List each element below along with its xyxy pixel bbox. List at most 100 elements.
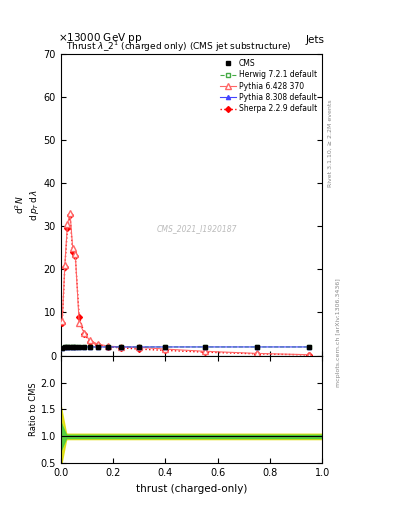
Pythia 8.308 default <box>65 344 70 350</box>
Herwig 7.2.1 default <box>137 344 142 350</box>
Sherpa 2.2.9 default <box>87 339 92 345</box>
Y-axis label: $\mathrm{d}^2N$
$\mathrm{d}\,p_T\,\mathrm{d}\,\lambda$: $\mathrm{d}^2N$ $\mathrm{d}\,p_T\,\mathr… <box>14 188 41 221</box>
Line: Herwig 7.2.1 default: Herwig 7.2.1 default <box>60 345 311 350</box>
Pythia 8.308 default <box>106 344 110 350</box>
Sherpa 2.2.9 default <box>77 314 82 320</box>
Text: CMS_2021_I1920187: CMS_2021_I1920187 <box>156 224 237 233</box>
Pythia 6.428 370 <box>137 344 142 350</box>
Herwig 7.2.1 default <box>68 344 72 350</box>
Herwig 7.2.1 default <box>87 344 92 350</box>
Pythia 6.428 370 <box>95 341 100 347</box>
Text: Jets: Jets <box>306 35 325 45</box>
CMS <box>70 344 75 350</box>
Pythia 6.428 370 <box>307 352 312 358</box>
CMS <box>77 344 82 350</box>
Herwig 7.2.1 default <box>73 344 78 350</box>
Pythia 6.428 370 <box>106 343 110 349</box>
CMS <box>119 344 123 350</box>
CMS <box>307 344 312 350</box>
Pythia 8.308 default <box>202 344 207 350</box>
Herwig 7.2.1 default <box>77 344 82 350</box>
Y-axis label: Ratio to CMS: Ratio to CMS <box>29 382 38 436</box>
Sherpa 2.2.9 default <box>68 212 72 219</box>
Pythia 6.428 370 <box>73 251 78 258</box>
CMS <box>73 344 78 350</box>
Pythia 8.308 default <box>137 344 142 350</box>
Sherpa 2.2.9 default <box>62 264 67 270</box>
CMS <box>106 344 110 350</box>
Pythia 6.428 370 <box>202 348 207 354</box>
Pythia 8.308 default <box>119 344 123 350</box>
CMS <box>60 345 64 351</box>
X-axis label: thrust (charged-only): thrust (charged-only) <box>136 484 247 494</box>
Sherpa 2.2.9 default <box>137 346 142 352</box>
Pythia 6.428 370 <box>119 344 123 350</box>
Herwig 7.2.1 default <box>106 344 110 350</box>
Pythia 8.308 default <box>70 344 75 350</box>
Sherpa 2.2.9 default <box>119 345 123 351</box>
CMS <box>82 344 87 350</box>
Sherpa 2.2.9 default <box>106 344 110 350</box>
Pythia 8.308 default <box>82 344 87 350</box>
Text: mcplots.cern.ch [arXiv:1306.3436]: mcplots.cern.ch [arXiv:1306.3436] <box>336 279 341 387</box>
Herwig 7.2.1 default <box>95 344 100 350</box>
Line: CMS: CMS <box>60 345 311 350</box>
Pythia 8.308 default <box>163 344 168 350</box>
Herwig 7.2.1 default <box>65 344 70 350</box>
Pythia 6.428 370 <box>70 245 75 251</box>
Line: Pythia 8.308 default: Pythia 8.308 default <box>60 345 311 350</box>
CMS <box>65 344 70 350</box>
Text: Thrust $\lambda\_2^1$ (charged only) (CMS jet substructure): Thrust $\lambda\_2^1$ (charged only) (CM… <box>66 39 292 54</box>
Sherpa 2.2.9 default <box>255 351 259 357</box>
Line: Pythia 6.428 370: Pythia 6.428 370 <box>59 210 312 357</box>
Sherpa 2.2.9 default <box>202 349 207 355</box>
CMS <box>87 344 92 350</box>
Sherpa 2.2.9 default <box>307 352 312 358</box>
CMS <box>202 344 207 350</box>
Pythia 8.308 default <box>68 344 72 350</box>
CMS <box>163 344 168 350</box>
Pythia 8.308 default <box>60 345 64 351</box>
CMS <box>137 344 142 350</box>
Herwig 7.2.1 default <box>62 344 67 350</box>
CMS <box>95 344 100 350</box>
Pythia 6.428 370 <box>87 337 92 344</box>
Pythia 8.308 default <box>307 344 312 350</box>
Sherpa 2.2.9 default <box>65 225 70 231</box>
Pythia 6.428 370 <box>82 330 87 336</box>
Pythia 8.308 default <box>95 344 100 350</box>
Sherpa 2.2.9 default <box>163 347 168 353</box>
Text: $\times$13000 GeV pp: $\times$13000 GeV pp <box>58 31 143 45</box>
Pythia 8.308 default <box>62 344 67 350</box>
Pythia 6.428 370 <box>60 318 64 324</box>
CMS <box>62 344 67 350</box>
Pythia 6.428 370 <box>68 210 72 217</box>
Pythia 6.428 370 <box>255 350 259 356</box>
Sherpa 2.2.9 default <box>82 331 87 337</box>
Herwig 7.2.1 default <box>255 344 259 350</box>
Herwig 7.2.1 default <box>60 345 64 351</box>
Pythia 8.308 default <box>87 344 92 350</box>
Line: Sherpa 2.2.9 default: Sherpa 2.2.9 default <box>60 214 311 357</box>
Legend: CMS, Herwig 7.2.1 default, Pythia 6.428 370, Pythia 8.308 default, Sherpa 2.2.9 : CMS, Herwig 7.2.1 default, Pythia 6.428 … <box>219 57 318 115</box>
Herwig 7.2.1 default <box>307 344 312 350</box>
Sherpa 2.2.9 default <box>70 249 75 255</box>
Pythia 6.428 370 <box>65 221 70 227</box>
Pythia 8.308 default <box>77 344 82 350</box>
Pythia 6.428 370 <box>77 320 82 326</box>
Herwig 7.2.1 default <box>82 344 87 350</box>
Herwig 7.2.1 default <box>163 344 168 350</box>
CMS <box>255 344 259 350</box>
Pythia 6.428 370 <box>163 346 168 352</box>
Sherpa 2.2.9 default <box>73 253 78 260</box>
Herwig 7.2.1 default <box>70 344 75 350</box>
Text: Rivet 3.1.10, ≥ 2.2M events: Rivet 3.1.10, ≥ 2.2M events <box>328 99 333 187</box>
Pythia 6.428 370 <box>62 262 67 268</box>
Herwig 7.2.1 default <box>119 344 123 350</box>
Herwig 7.2.1 default <box>202 344 207 350</box>
CMS <box>68 344 72 350</box>
Pythia 8.308 default <box>73 344 78 350</box>
Sherpa 2.2.9 default <box>60 320 64 326</box>
Pythia 8.308 default <box>255 344 259 350</box>
Sherpa 2.2.9 default <box>95 342 100 348</box>
